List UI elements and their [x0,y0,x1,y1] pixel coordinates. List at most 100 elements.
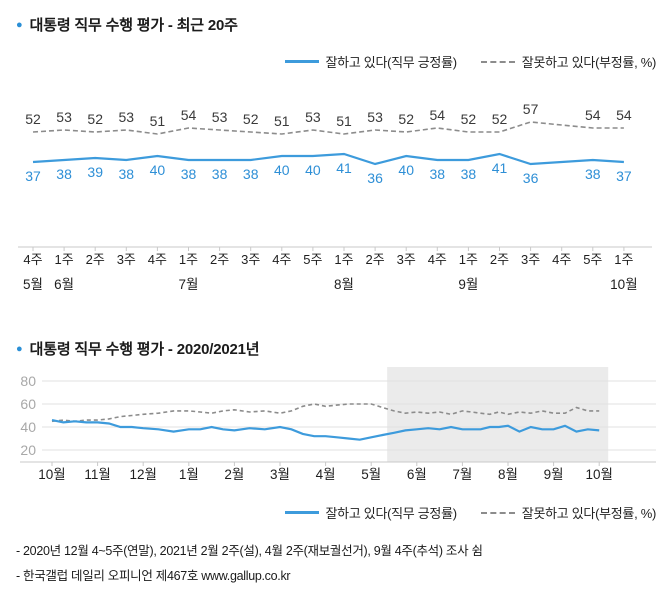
legend-negative-label: 잘못하고 있다(부정률, %) [521,55,657,70]
legend-item-negative: 잘못하고 있다(부정률, %) [480,503,656,522]
month-label: 5월 [361,467,381,482]
solid-blue-line-icon [284,60,319,63]
negative-series-line [51,403,600,423]
negative-value-label: 52 [243,111,259,127]
positive-value-label: 40 [398,162,414,178]
positive-value-label: 36 [523,170,539,186]
negative-value-label: 57 [523,101,539,117]
negative-value-label: 53 [212,109,228,125]
negative-value-label: 54 [430,107,446,123]
negative-value-label: 51 [336,113,352,129]
month-label: 8월 [334,277,354,292]
positive-value-label: 40 [150,162,166,178]
month-label: 12월 [129,467,156,482]
positive-value-label: 40 [274,162,290,178]
bottom-chart-legend: 잘하고 있다(직무 긍정률) 잘못하고 있다(부정률, %) [284,503,656,522]
positive-value-label: 38 [461,166,477,182]
title-bullet-icon: ● [16,343,23,355]
positive-value-label: 38 [243,166,259,182]
negative-value-label: 53 [305,109,321,125]
positive-value-label: 40 [305,162,321,178]
month-label: 11월 [84,467,110,482]
negative-value-label: 52 [492,111,508,127]
top-chart-header: ● 대통령 직무 수행 평가 - 최근 20주 [16,14,238,35]
week-label: 4주 [23,252,42,267]
month-label: 3월 [270,467,290,482]
month-label: 6월 [54,277,74,292]
month-label: 10월 [38,467,65,482]
week-label: 5주 [303,252,322,267]
negative-value-label: 54 [181,107,197,123]
negative-value-label: 51 [274,113,290,129]
legend-item-positive: 잘하고 있다(직무 긍정률) [284,52,458,71]
month-label: 9월 [544,467,564,482]
week-label: 4주 [552,252,571,267]
week-label: 5주 [583,252,602,267]
y-axis-label: 60 [20,396,36,412]
positive-value-label: 38 [585,166,601,182]
negative-value-label: 53 [367,109,383,125]
bottom-chart-header: ● 대통령 직무 수행 평가 - 2020/2021년 [16,338,260,359]
week-label: 3주 [397,252,416,267]
positive-value-label: 41 [492,160,508,176]
month-label: 6월 [407,467,427,482]
positive-value-label: 39 [87,164,103,180]
top-chart-legend: 잘하고 있다(직무 긍정률) 잘못하고 있다(부정률, %) [284,52,657,71]
positive-value-label: 38 [212,166,228,182]
positive-value-label: 38 [119,166,135,182]
footnote-source: - 한국갤럽 데일리 오피니언 제467호 www.gallup.co.kr [16,569,291,583]
negative-value-label: 53 [56,109,72,125]
month-label: 4월 [316,467,336,482]
month-label: 9월 [458,277,478,292]
week-label: 2주 [490,252,509,267]
week-label: 1주 [614,252,633,267]
month-label: 7월 [452,467,472,482]
negative-series-line [32,121,624,135]
positive-value-label: 38 [56,166,72,182]
bottom-chart-title: 대통령 직무 수행 평가 - 2020/2021년 [29,341,260,358]
top-chart-title: 대통령 직무 수행 평가 - 최근 20주 [29,17,238,34]
negative-value-label: 52 [398,111,414,127]
dashed-gray-line-icon [480,60,515,63]
month-label: 1월 [179,467,199,482]
negative-value-label: 52 [461,111,477,127]
week-label: 4주 [272,252,291,267]
legend-positive-label: 잘하고 있다(직무 긍정률) [325,55,458,70]
recent-period-highlight [387,367,609,462]
y-axis-label: 40 [20,419,36,435]
negative-value-label: 54 [616,107,632,123]
week-label: 1주 [459,252,478,267]
week-label: 4주 [148,252,167,267]
y-axis-label: 80 [20,373,36,389]
title-bullet-icon: ● [16,19,23,31]
negative-value-label: 54 [585,107,601,123]
solid-blue-line-icon [284,511,319,514]
negative-value-label: 53 [119,109,135,125]
month-label: 10월 [585,467,612,482]
legend-item-positive: 잘하고 있다(직무 긍정률) [284,503,458,522]
week-label: 3주 [521,252,540,267]
negative-value-label: 52 [87,111,103,127]
positive-value-label: 37 [616,168,632,184]
month-label: 2월 [224,467,244,482]
legend-item-negative: 잘못하고 있다(부정률, %) [480,52,657,71]
week-label: 1주 [179,252,198,267]
positive-series-line [51,419,600,441]
month-label: 8월 [498,467,518,482]
positive-value-label: 41 [336,160,352,176]
week-label: 1주 [334,252,353,267]
positive-value-label: 36 [367,170,383,186]
positive-value-label: 37 [25,168,41,184]
positive-series-line [32,152,624,166]
footnote-survey-breaks: - 2020년 12월 4~5주(연말), 2021년 2월 2주(설), 4월… [16,544,483,558]
month-label: 5월 [23,277,43,292]
week-label: 4주 [428,252,447,267]
negative-value-label: 52 [25,111,41,127]
month-label: 7월 [179,277,199,292]
week-label: 1주 [54,252,73,267]
positive-value-label: 38 [181,166,197,182]
week-label: 3주 [241,252,260,267]
y-axis-label: 20 [20,442,36,458]
legend-positive-label: 잘하고 있다(직무 긍정률) [325,506,458,521]
